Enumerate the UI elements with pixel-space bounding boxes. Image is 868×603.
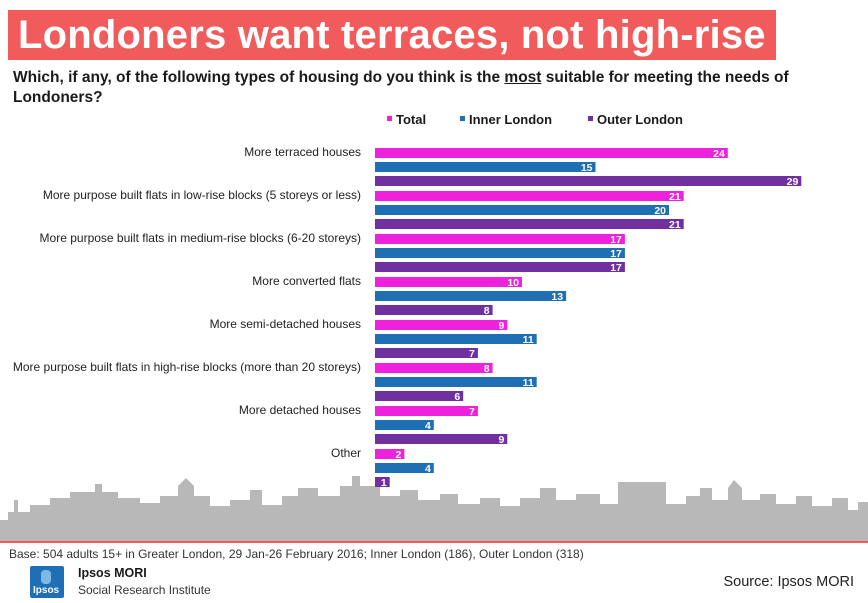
data-label: 29 [787,176,799,188]
bar [375,334,537,344]
legend-label: Outer London [597,112,683,127]
category-label: More purpose built flats in low-rise blo… [43,188,361,202]
bar [375,420,434,430]
question-emphasis: most [504,69,542,86]
data-label: 13 [551,291,563,303]
bar [375,477,390,487]
question-text-start: Which, if any, of the following types of… [13,69,505,86]
category-label: More detached houses [239,403,361,417]
data-label: 8 [484,363,490,375]
category-label: More purpose built flats in high-rise bl… [13,360,361,374]
data-label: 4 [425,420,431,432]
data-label: 2 [396,449,402,461]
bar [375,148,728,158]
bar [375,162,596,172]
bar [375,348,478,358]
bar [375,205,669,215]
data-label: 11 [523,334,534,346]
data-label: 17 [610,234,622,246]
base-note: Base: 504 adults 15+ in Greater London, … [9,547,584,561]
category-label: More semi-detached houses [210,317,361,331]
data-label: 6 [454,391,460,403]
data-label: 1 [381,477,387,489]
bar [375,363,493,373]
bar [375,305,493,315]
brand-subtitle: Social Research Institute [78,583,211,597]
bar [375,406,478,416]
bar [375,434,508,444]
logo-mark-icon [41,570,51,584]
question-text-end: suitable for meeting the needs of London… [13,69,789,106]
legend-label: Total [396,112,426,127]
bar [375,291,567,301]
page-title: Londoners want terraces, not high-rise [18,13,766,57]
category-label: More purpose built flats in medium-rise … [40,231,361,245]
bar [375,320,508,330]
bar [375,176,802,186]
bar [375,219,684,229]
bar [375,277,522,287]
bar [375,377,537,387]
legend-swatch [387,116,392,121]
data-label: 21 [669,219,681,231]
bar [375,191,684,201]
source-note: Source: Ipsos MORI [723,574,854,590]
skyline-silhouette [0,476,868,541]
data-label: 10 [507,277,519,289]
bar-chart: Total Inner London Outer London More terrac… [0,112,868,541]
data-label: 7 [469,348,475,360]
data-label: 21 [669,191,681,203]
brand-name: Ipsos MORI [78,566,147,580]
ipsos-logo: Ipsos [30,566,64,598]
data-label: 20 [654,205,666,217]
data-label: 17 [610,248,622,260]
legend-swatch [588,116,593,121]
data-label: 9 [498,434,504,446]
data-label: 9 [498,320,504,332]
logo-text: Ipsos [33,585,60,596]
legend-label: Inner London [469,112,552,127]
data-label: 8 [484,305,490,317]
bar [375,248,625,258]
bar [375,449,405,459]
category-label: More terraced houses [244,145,361,159]
category-label: More converted flats [252,274,361,288]
data-label: 24 [713,148,725,160]
data-label: 7 [469,406,475,418]
bar [375,391,464,401]
data-label: 11 [523,377,534,389]
bar [375,463,434,473]
data-label: 15 [581,162,593,174]
footer-divider [0,541,868,543]
bar [375,234,625,244]
data-label: 4 [425,463,431,475]
category-label: Other [331,446,361,460]
title-banner: Londoners want terraces, not high-rise [8,10,776,60]
bar [375,262,625,272]
chart-question: Which, if any, of the following types of… [13,68,859,108]
data-label: 17 [610,262,622,274]
legend-swatch [460,116,465,121]
